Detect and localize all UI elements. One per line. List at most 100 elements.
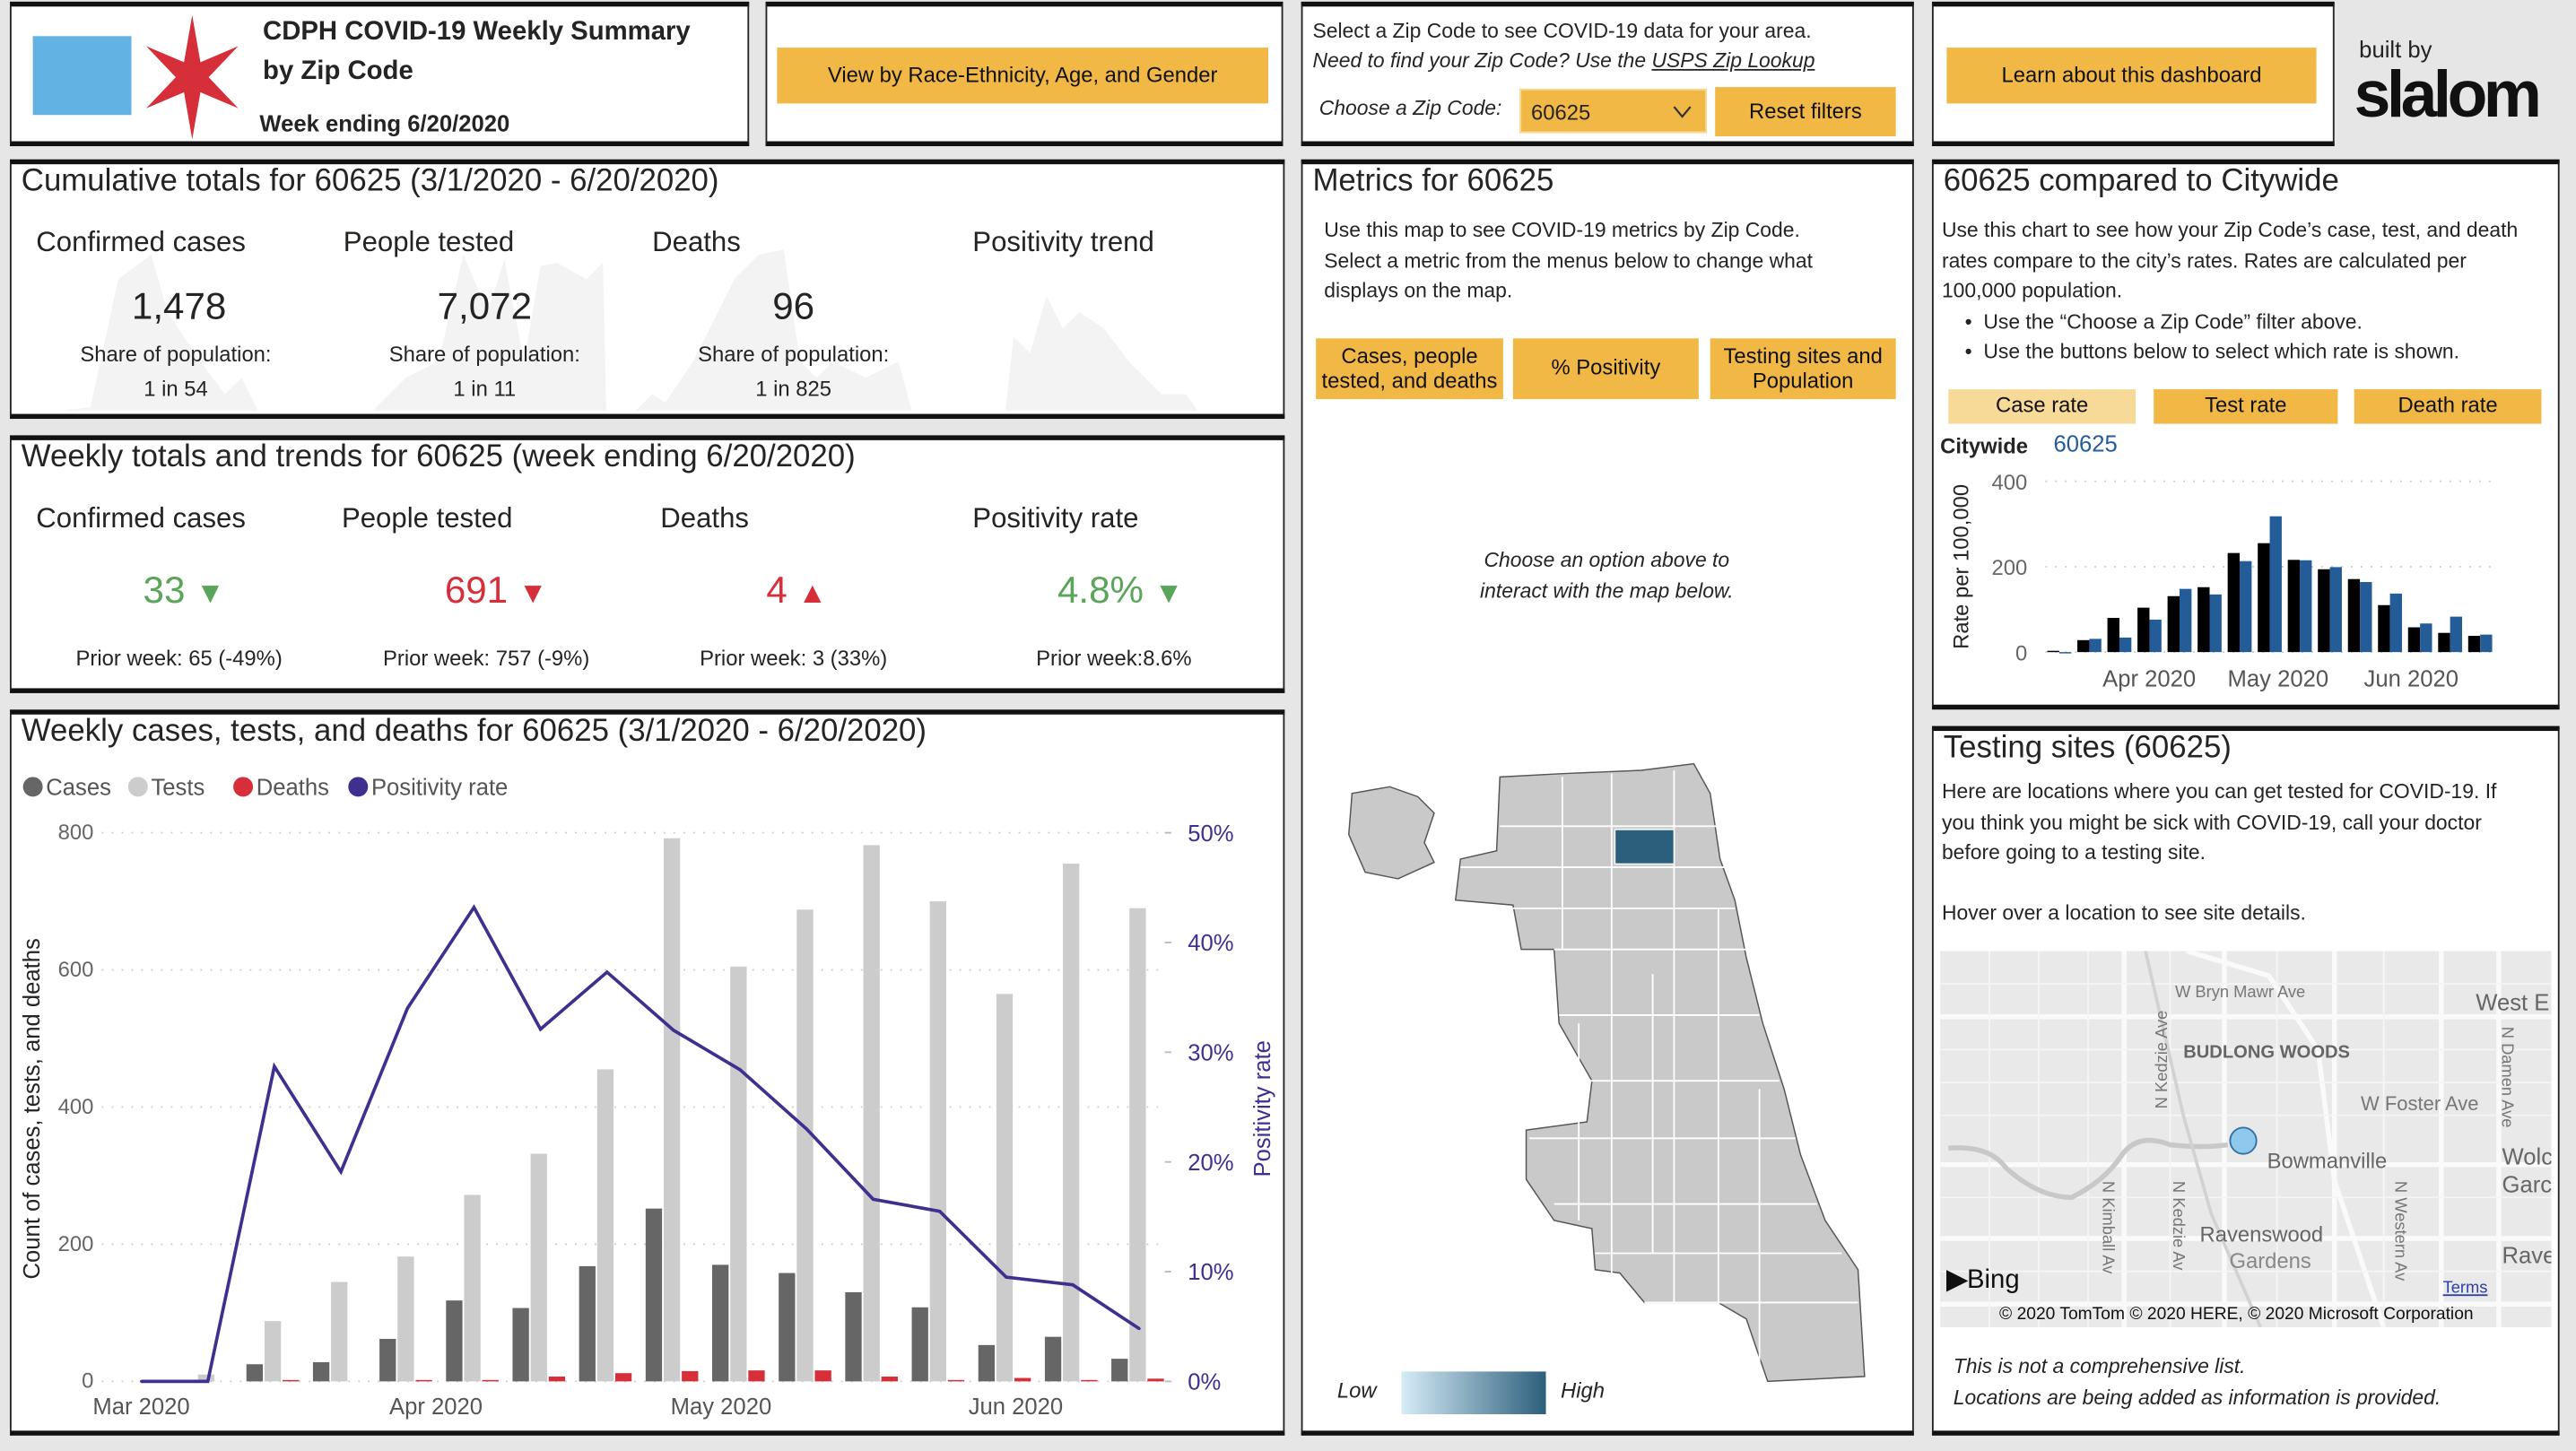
map-label-budlong: BUDLONG WOODS [2183, 1043, 2351, 1064]
map-label-garc: Garc [2502, 1170, 2552, 1198]
comparison-description-line: 100,000 population. [1941, 279, 2123, 303]
point-positivity-rate [1005, 1275, 1008, 1279]
tests-sparkline [372, 254, 606, 411]
testing-sites-map[interactable]: W Bryn Mawr Ave BUDLONG WOODS W Foster A… [1940, 951, 2552, 1327]
sparkline-backgrounds [60, 249, 1198, 411]
cases-tested-deaths-button[interactable]: Cases, people tested, and deaths [1316, 338, 1503, 400]
point-positivity-rate [405, 1006, 409, 1010]
bar-tests [663, 838, 681, 1382]
map-label-west-e: West E [2476, 988, 2550, 1015]
reset-filters-button[interactable]: Reset filters [1715, 87, 1896, 137]
map-label-rave: Rave [2502, 1241, 2552, 1268]
zip-code-dropdown[interactable]: 60625 [1519, 88, 1708, 134]
death-rate-button[interactable]: Death rate [2354, 389, 2542, 424]
bar-cases [246, 1364, 264, 1382]
y-tick-label: 0 [82, 1369, 93, 1394]
map-label-wolc: Wolc [2502, 1143, 2552, 1170]
bar-zip [2329, 567, 2342, 653]
bar-tests [331, 1282, 348, 1382]
bar-zip [2420, 623, 2432, 653]
x-tick-label: Apr 2020 [389, 1395, 483, 1420]
zip-filter-panel: Select a Zip Code to see COVID-19 data f… [1301, 1, 1914, 147]
metrics-title: Metrics for 60625 [1312, 164, 1554, 199]
learn-about-dashboard-button[interactable]: Learn about this dashboard [1946, 48, 2317, 104]
bar-zip [2360, 582, 2372, 653]
deaths-share-label: Share of population: [698, 341, 890, 367]
bar-citywide [2347, 578, 2361, 653]
positivity-trend-label: Positivity trend [972, 226, 1154, 258]
tested-share-label: Share of population: [388, 341, 580, 367]
map-label-gardens: Gardens [2229, 1248, 2311, 1273]
bar-zip [2209, 594, 2222, 653]
bar-cases [579, 1265, 596, 1382]
bar-cases [978, 1344, 996, 1382]
weekly-tested-prior: Prior week: 757 (-9%) [383, 645, 590, 671]
slalom-logo: slalom [2354, 58, 2542, 132]
test-rate-button[interactable]: Test rate [2154, 389, 2338, 424]
find-zip-prompt: Need to find your Zip Code? Use the [1312, 48, 1652, 73]
bar-tests [929, 901, 947, 1382]
view-demographics-button[interactable]: View by Race-Ethnicity, Age, and Gender [777, 48, 1268, 104]
bar-citywide [2137, 607, 2150, 653]
weekly-deaths-value: 4 ▲ [674, 569, 920, 613]
bar-citywide [2107, 618, 2119, 653]
cumulative-title: Cumulative totals for 60625 (3/1/2020 - … [21, 164, 719, 199]
bar-zip [2149, 619, 2162, 653]
testing-description-line: you think you might be sick with COVID-1… [1941, 810, 2482, 834]
cumulative-cases-value: 1,478 [131, 283, 227, 327]
y-tick-label: 0 [2015, 641, 2027, 665]
weekly-chart-title: Weekly cases, tests, and deaths for 6062… [21, 714, 927, 750]
weekly-cases-tests-deaths-chart: 0 200 400 600 800 0% 10% 20% 30% 40% 50% Mar 2020 Ap… [20, 775, 1275, 1420]
x-tick-label: Apr 2020 [2102, 667, 2196, 692]
testing-sites-panel: Testing sites (60625) Here are locations… [1931, 726, 2560, 1436]
demographics-panel: View by Race-Ethnicity, Age, and Gender [765, 1, 1284, 147]
terms-link[interactable]: Terms [2442, 1279, 2488, 1298]
chicago-zip-map[interactable] [1302, 164, 1915, 1440]
bar-cases [1044, 1336, 1062, 1382]
comparison-title: 60625 compared to Citywide [1943, 164, 2339, 199]
testing-description-line: before going to a testing site. [1941, 840, 2206, 865]
bar-tests [596, 1069, 614, 1382]
bar-citywide [2227, 552, 2241, 653]
legend-label: Cases [46, 775, 111, 800]
usps-zip-lookup-link[interactable]: USPS Zip Lookup [1651, 48, 1815, 73]
metrics-description: Use this map to see COVID-19 metrics by … [1324, 215, 1813, 307]
legend-label: Deaths [257, 775, 329, 800]
bar-tests [264, 1321, 282, 1382]
legend-label: Tests [152, 775, 205, 800]
bar-deaths [1081, 1379, 1098, 1382]
flag-blue-logo [32, 36, 132, 116]
weekly-totals-panel: Weekly totals and trends for 60625 (week… [9, 435, 1285, 693]
weekly-positivity-number: 4.8% [1057, 568, 1144, 612]
case-rate-button[interactable]: Case rate [1948, 389, 2137, 424]
point-positivity-rate [140, 1379, 143, 1383]
legend-marker-positivity-rate [348, 777, 369, 797]
bar-deaths [748, 1370, 765, 1382]
choose-zip-label: Choose a Zip Code: [1318, 97, 1502, 120]
point-positivity-rate [1137, 1327, 1141, 1331]
comparison-description: Use this chart to see how your Zip Code’… [1942, 215, 2518, 367]
point-positivity-rate [805, 1127, 808, 1131]
bullet-text: Use the “Choose a Zip Code” filter above… [1983, 309, 2363, 333]
learn-panel: Learn about this dashboard [1931, 1, 2335, 147]
point-positivity-rate [1071, 1283, 1075, 1287]
bar-deaths [682, 1370, 699, 1382]
legend-marker-cases [22, 777, 43, 797]
cases-sparkline [60, 254, 258, 411]
testing-sites-population-button[interactable]: Testing sites and Population [1710, 338, 1896, 400]
cumulative-tested-value: 7,072 [437, 283, 533, 327]
testing-site-marker[interactable] [2229, 1126, 2258, 1155]
bar-cases [845, 1291, 862, 1382]
metrics-map-panel: Metrics for 60625 Use this map to see CO… [1301, 159, 1914, 1436]
positivity-button[interactable]: % Positivity [1512, 338, 1699, 400]
y2-tick-label: 10% [1188, 1260, 1233, 1285]
footer-line: This is not a comprehensive list. [1953, 1355, 2246, 1378]
map-label-kimball: N Kimball Av [2097, 1180, 2117, 1274]
bar-deaths [548, 1377, 566, 1382]
weekly-cases-prior: Prior week: 65 (-49%) [75, 645, 283, 671]
map-label-bryn-mawr: W Bryn Mawr Ave [2175, 984, 2306, 1003]
title-panel: CDPH COVID-19 Weekly Summary by Zip Code… [9, 1, 750, 147]
bar-citywide [2467, 636, 2481, 653]
cumulative-deaths-label: Deaths [652, 226, 741, 258]
weekly-tested-value: 691 ▼ [373, 569, 620, 613]
